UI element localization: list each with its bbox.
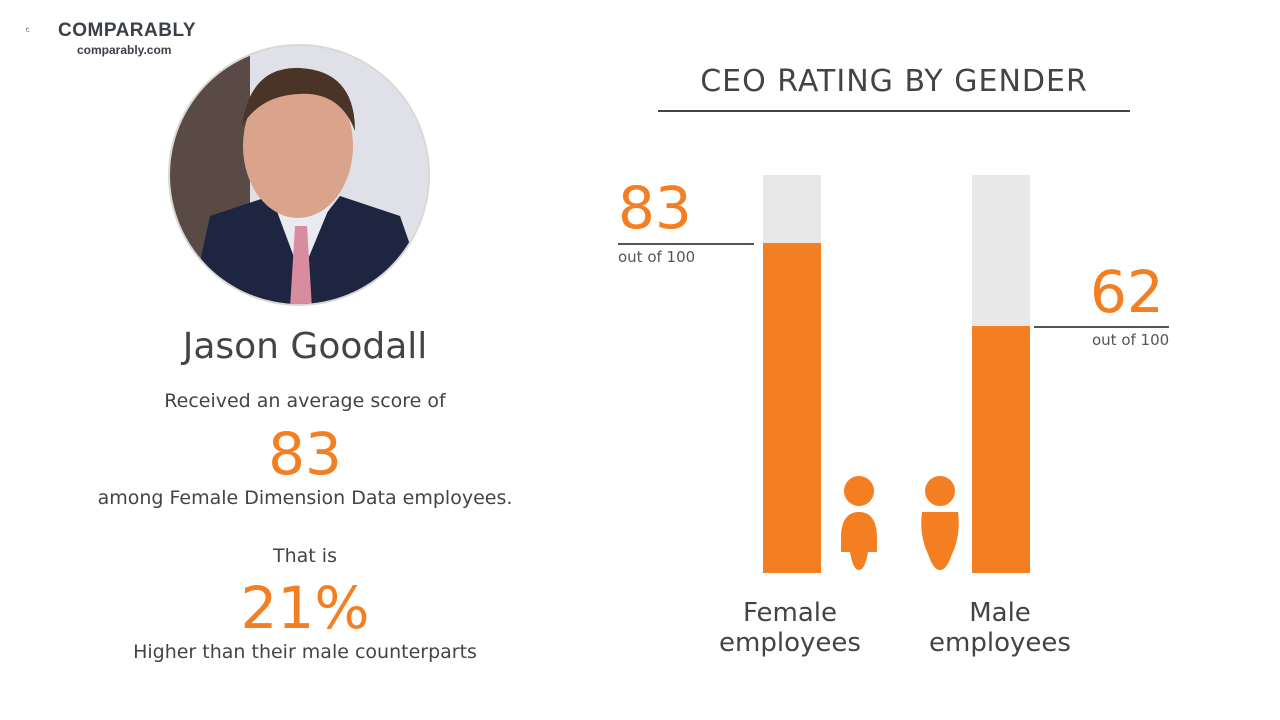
summary-line4: Higher than their male counterparts (133, 641, 477, 663)
value-label-male: 62 (1090, 258, 1164, 327)
summary-percent: 21% (240, 574, 370, 642)
summary-score: 83 (268, 420, 342, 488)
category-line: Female (742, 598, 837, 628)
category-line: Male (969, 598, 1031, 628)
value-label-female: 83 (618, 174, 692, 242)
male-person-icon (921, 476, 959, 570)
female-person-icon (841, 476, 877, 570)
category-female: Female employees (690, 598, 890, 658)
ceo-photo (168, 44, 430, 306)
category-male: Male employees (900, 598, 1100, 658)
category-line: employees (719, 628, 861, 658)
bar-male-fill (972, 326, 1030, 573)
bar-female-track (763, 175, 821, 573)
bar-male-track (972, 175, 1030, 573)
title-rule (658, 110, 1130, 112)
chart-title: CEO RATING BY GENDER (700, 64, 1088, 99)
bar-female-fill (763, 242, 821, 573)
out-of-male: out of 100 (1092, 331, 1170, 350)
leader-line-female (618, 242, 754, 245)
out-of-female: out of 100 (618, 247, 696, 266)
leader-line-male (1034, 326, 1169, 329)
brand-url: comparably.com (77, 43, 172, 57)
summary-line2: among Female Dimension Data employees. (97, 487, 513, 509)
summary-line3: That is (273, 545, 337, 567)
summary-line1: Received an average score of (164, 390, 446, 412)
brand-name: COMPARABLY (58, 20, 197, 41)
category-line: employees (929, 628, 1071, 658)
comparably-logo (26, 27, 30, 32)
ceo-name: Jason Goodall (182, 326, 428, 367)
